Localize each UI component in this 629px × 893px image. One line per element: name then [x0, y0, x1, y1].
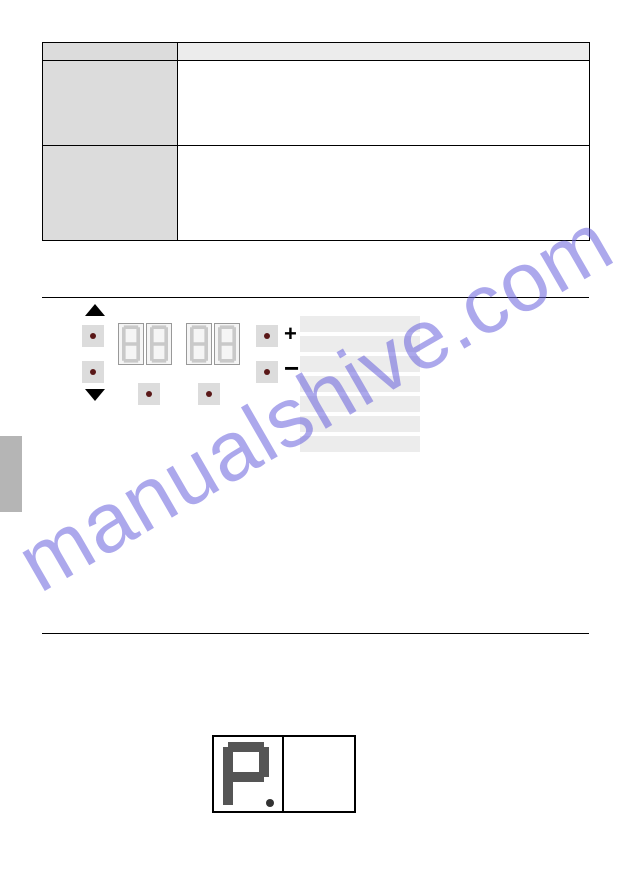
aux-button-right[interactable] [198, 383, 220, 405]
divider-line [42, 297, 589, 298]
down-button[interactable] [82, 361, 104, 383]
table-row [43, 61, 590, 146]
table-label-cell [43, 61, 178, 146]
digit-display [118, 323, 144, 365]
stripe-row [300, 336, 420, 352]
digit-display [186, 323, 212, 365]
plus-button[interactable] [256, 325, 278, 347]
digit-display [146, 323, 172, 365]
up-button[interactable] [82, 325, 104, 347]
arrow-up-icon [85, 304, 105, 316]
divider-line [42, 633, 589, 634]
plus-icon: + [284, 321, 297, 347]
stripe-row [300, 316, 420, 332]
table-label-cell [43, 146, 178, 241]
table-header-left [43, 43, 178, 61]
display-readout [212, 735, 356, 813]
digit-display [214, 323, 240, 365]
table-header-right [178, 43, 590, 61]
stripe-row [300, 356, 420, 372]
stripe-row [300, 376, 420, 392]
stripe-row [300, 396, 420, 412]
table-row [43, 146, 590, 241]
display-digit-blank [284, 735, 356, 813]
legend-stripes [300, 316, 420, 456]
table-content-cell [178, 61, 590, 146]
aux-button-left[interactable] [138, 383, 160, 405]
table-content-cell [178, 146, 590, 241]
stripe-row [300, 436, 420, 452]
display-digit-p [212, 735, 284, 813]
spec-table [42, 42, 590, 241]
stripe-row [300, 416, 420, 432]
arrow-down-icon [85, 389, 105, 401]
minus-button[interactable] [256, 361, 278, 383]
minus-icon: − [284, 353, 299, 384]
table-row [43, 43, 590, 61]
page-side-tab [0, 436, 22, 512]
